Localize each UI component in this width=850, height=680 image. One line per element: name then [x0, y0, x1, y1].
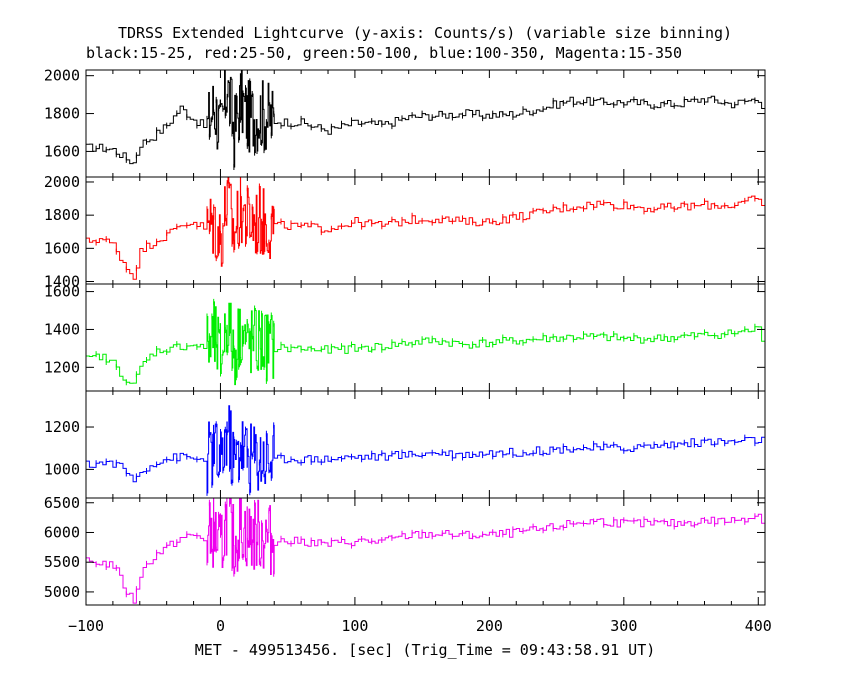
series-errorbars-3: [86, 298, 765, 386]
y-tick-label-2-3: 2000: [44, 173, 80, 191]
series-errorbars-1: [86, 78, 765, 170]
panel-frame-5: [85, 497, 766, 606]
y-tick-label-1-0: 1600: [44, 142, 80, 160]
series-errorbars-4: [86, 421, 765, 496]
panels-group: 1600180020001400160018002000120014001600…: [44, 67, 766, 606]
x-tick-label-1: 0: [216, 617, 225, 635]
y-tick-label-1-1: 1800: [44, 105, 80, 123]
series-errorbars-5: [86, 499, 765, 598]
x-axis-ticks: −100 0 100 200 300 400: [68, 617, 772, 635]
x-tick-label-4: 300: [610, 617, 637, 635]
y-tick-label-5-1: 5500: [44, 553, 80, 571]
chart-title: TDRSS Extended Lightcurve (y-axis: Count…: [118, 24, 732, 42]
y-tick-label-4-0: 1000: [44, 460, 80, 478]
x-tick-label-2: 100: [341, 617, 368, 635]
series-line-5: [86, 498, 765, 604]
y-tick-label-3-2: 1600: [44, 283, 80, 301]
x-tick-label-0: −100: [68, 617, 104, 635]
x-tick-label-3: 200: [476, 617, 503, 635]
panel-5: 5000 5500 6000 6500: [44, 494, 766, 606]
y-tick-label-2-0: 1400: [44, 273, 80, 291]
series-errorbars-2: [86, 180, 765, 273]
panel-1: 1600 1800 2000: [44, 67, 766, 178]
panel-frame-2: [85, 176, 766, 285]
y-tick-label-5-3: 6500: [44, 494, 80, 512]
x-tick-label-5: 400: [745, 617, 772, 635]
y-tick-label-3-1: 1400: [44, 320, 80, 338]
panel-frame-4: [85, 390, 766, 499]
panel-3: 1200 1400 1600: [44, 283, 766, 392]
y-tick-label-3-0: 1200: [44, 358, 80, 376]
panel-2: 1400 1600 1800 2000: [44, 173, 766, 291]
x-axis-label: MET - 499513456. [sec] (Trig_Time = 09:4…: [195, 641, 656, 659]
series-line-2: [86, 177, 765, 280]
chart-subtitle: black:15-25, red:25-50, green:50-100, bl…: [86, 44, 682, 62]
panel-frame-1: [85, 69, 766, 178]
y-tick-label-2-1: 1600: [44, 239, 80, 257]
series-line-1: [86, 70, 765, 168]
y-tick-label-4-1: 1200: [44, 418, 80, 436]
panel-4: 1000 1200: [44, 390, 766, 499]
series-line-3: [86, 301, 765, 386]
y-tick-label-1-2: 2000: [44, 67, 80, 85]
y-tick-label-2-2: 1800: [44, 206, 80, 224]
y-tick-label-5-0: 5000: [44, 583, 80, 601]
series-line-4: [86, 405, 765, 494]
y-tick-label-5-2: 6000: [44, 523, 80, 541]
